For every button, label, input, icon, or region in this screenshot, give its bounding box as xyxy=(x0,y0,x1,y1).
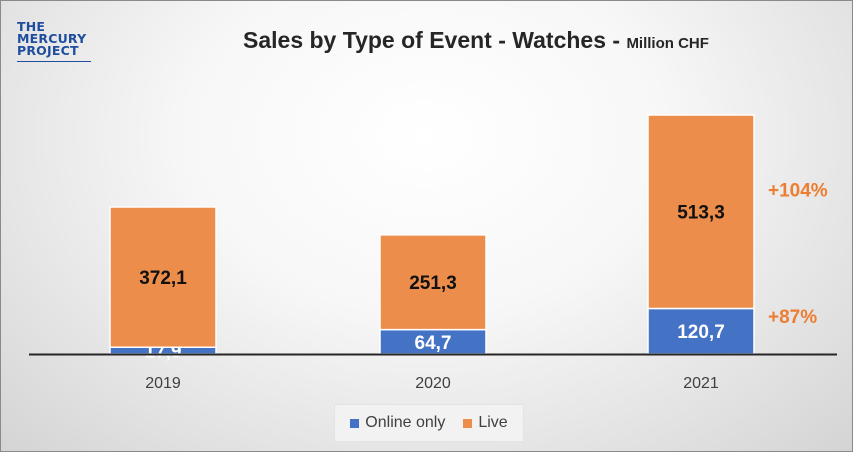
data-label-online-2021: 120,7 xyxy=(677,322,725,343)
legend-item-live: Live xyxy=(463,414,508,432)
bar-live-2020 xyxy=(379,234,487,331)
x-tick-label-2020: 2020 xyxy=(415,375,451,392)
chart-title-text: Sales by Type of Event - Watches - xyxy=(243,27,621,53)
legend-swatch-live xyxy=(463,418,473,428)
chart-title-unit: Million CHF xyxy=(626,35,709,52)
bar-live-2021 xyxy=(647,114,755,310)
logo-line-3: PROJECT xyxy=(17,43,79,58)
data-label-live-2021: 513,3 xyxy=(677,203,725,224)
legend-item-online: Online only xyxy=(350,414,445,432)
chart-title: Sales by Type of Event - Watches - Milli… xyxy=(243,27,709,54)
legend: Online only Live xyxy=(334,404,524,442)
legend-label-online: Online only xyxy=(365,414,446,431)
bar-live-2019 xyxy=(109,206,217,349)
data-label-online-2020: 64,7 xyxy=(415,333,452,354)
annotation-online-growth: +87% xyxy=(768,307,817,328)
legend-label-live: Live xyxy=(478,414,508,431)
data-label-live-2019: 372,1 xyxy=(139,268,187,289)
data-label-live-2020: 251,3 xyxy=(409,273,457,294)
logo-line-2: MERCURY xyxy=(17,31,87,46)
x-tick-label-2021: 2021 xyxy=(683,375,719,392)
legend-swatch-online xyxy=(350,418,360,428)
logo-line-1: THE xyxy=(17,19,46,34)
annotation-live-growth: +104% xyxy=(768,181,828,202)
logo: THE MERCURY PROJECT xyxy=(17,19,91,62)
x-tick-label-2019: 2019 xyxy=(145,375,181,392)
